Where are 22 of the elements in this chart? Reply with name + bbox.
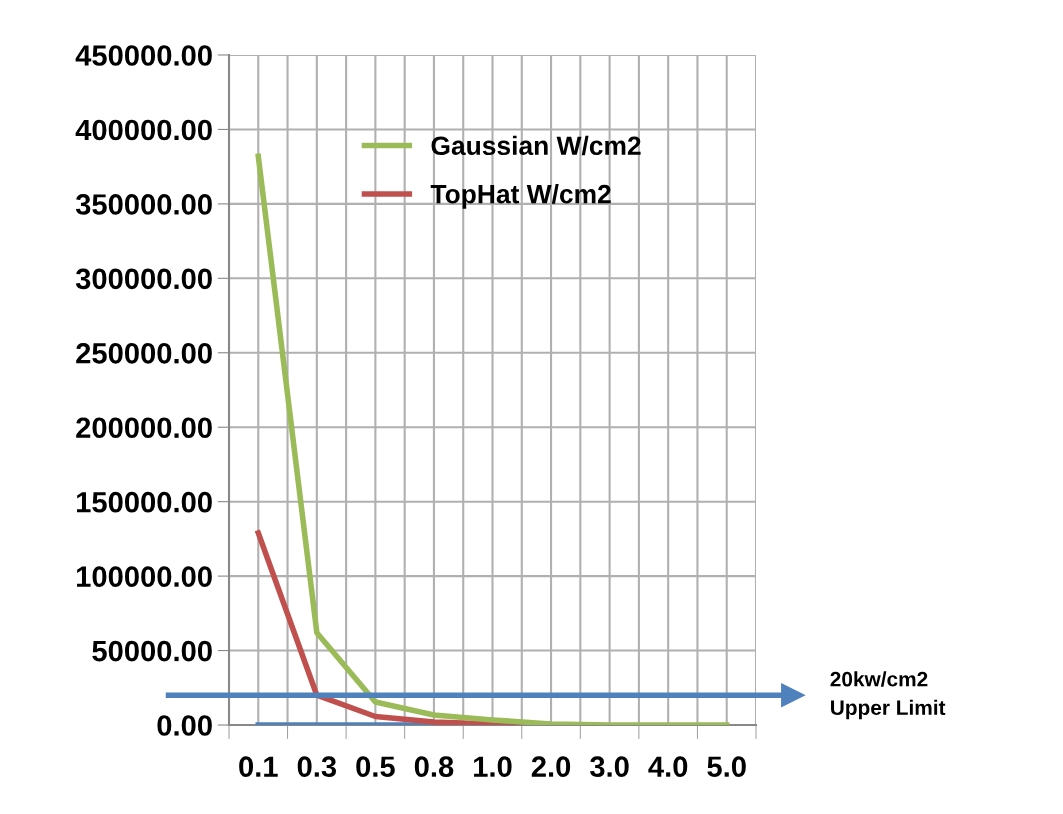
y-tick-label: 50000.00 — [92, 640, 212, 662]
y-tick-label: 250000.00 — [76, 342, 212, 364]
x-tick-label: 0.8 — [414, 756, 454, 777]
y-tick-label: 350000.00 — [75, 194, 212, 215]
x-tick-label: 3.0 — [590, 756, 629, 778]
y-tick-label: 400000.00 — [75, 119, 212, 141]
x-tick-label: 5.0 — [707, 756, 746, 777]
legend-label: TopHat W/cm2 — [430, 184, 611, 209]
y-tick-label: 200000.00 — [76, 417, 212, 439]
x-tick-label: 0.3 — [297, 756, 337, 778]
x-tick-label: 0.1 — [239, 756, 278, 777]
legend-label: Gaussian W/cm2 — [431, 135, 641, 156]
x-tick-label: 0.5 — [356, 756, 395, 777]
x-tick-label: 2.0 — [531, 756, 571, 777]
x-tick-label: 4.0 — [648, 756, 688, 777]
y-tick-label: 100000.00 — [77, 566, 212, 587]
x-tick-label: 1.0 — [474, 756, 512, 777]
y-tick-label: 0.00 — [157, 715, 212, 736]
y-tick-label: 300000.00 — [75, 268, 212, 290]
y-tick-label: 450000.00 — [75, 45, 212, 66]
ref-line-label: 20kw/cm2 Upper Limit — [830, 671, 946, 720]
y-tick-label: 150000.00 — [77, 491, 212, 513]
